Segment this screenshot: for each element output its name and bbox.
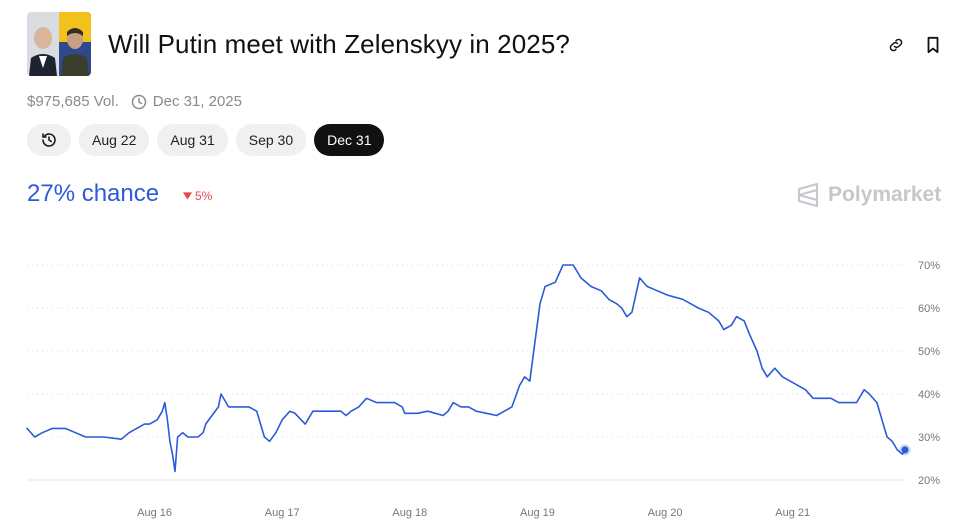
- change-indicator: 5%: [183, 189, 212, 203]
- brand-logo: Polymarket: [796, 182, 941, 208]
- tab-aug-31[interactable]: Aug 31: [157, 124, 228, 156]
- tab-history[interactable]: [27, 124, 71, 156]
- tab-dec-31[interactable]: Dec 31: [314, 124, 385, 156]
- x-tick-label: Aug 21: [775, 507, 810, 519]
- polymarket-logo-icon: [797, 182, 819, 208]
- x-tick-label: Aug 16: [137, 507, 172, 519]
- y-tick-label: 20%: [918, 475, 940, 487]
- bookmark-button[interactable]: [922, 34, 944, 56]
- price-chart: 20% 30% 40% 50% 60% 70% Aug 16 Aug 17 Aug 18 Aug…: [26, 260, 940, 519]
- end-date-text: Dec 31, 2025: [152, 93, 242, 110]
- bookmark-icon: [927, 36, 939, 54]
- clock-icon: [131, 94, 147, 110]
- tab-sep-30[interactable]: Sep 30: [235, 124, 307, 156]
- change-value: 5%: [195, 189, 213, 203]
- market-meta: $975,685 Vol. Dec 31, 2025: [27, 93, 242, 110]
- market-avatar: [27, 12, 91, 76]
- putin-zelenskyy-photo-icon: [27, 12, 91, 76]
- date-tabs: Aug 22 Aug 31 Sep 30 Dec 31: [27, 124, 385, 156]
- y-tick-label: 60%: [918, 303, 940, 315]
- x-tick-label: Aug 19: [520, 507, 555, 519]
- x-tick-label: Aug 18: [392, 507, 427, 519]
- x-tick-label: Aug 17: [265, 507, 300, 519]
- probability-line: [26, 264, 906, 473]
- x-tick-label: Aug 20: [648, 507, 683, 519]
- chance-value: 27% chance: [27, 180, 160, 207]
- current-point: [901, 446, 909, 454]
- y-tick-label: 40%: [918, 389, 940, 401]
- volume-text: $975,685 Vol.: [27, 93, 119, 110]
- y-tick-label: 70%: [918, 260, 940, 272]
- y-tick-label: 50%: [918, 346, 940, 358]
- link-icon: [889, 38, 903, 52]
- y-tick-label: 30%: [918, 432, 940, 444]
- page-title: Will Putin meet with Zelenskyy in 2025?: [108, 29, 570, 59]
- down-triangle-icon: [183, 192, 192, 200]
- history-icon: [42, 133, 56, 147]
- tab-aug-22[interactable]: Aug 22: [79, 124, 150, 156]
- copy-link-button[interactable]: [885, 34, 907, 56]
- brand-name: Polymarket: [828, 183, 942, 206]
- market-header: Will Putin meet with Zelenskyy in 2025?: [27, 12, 939, 76]
